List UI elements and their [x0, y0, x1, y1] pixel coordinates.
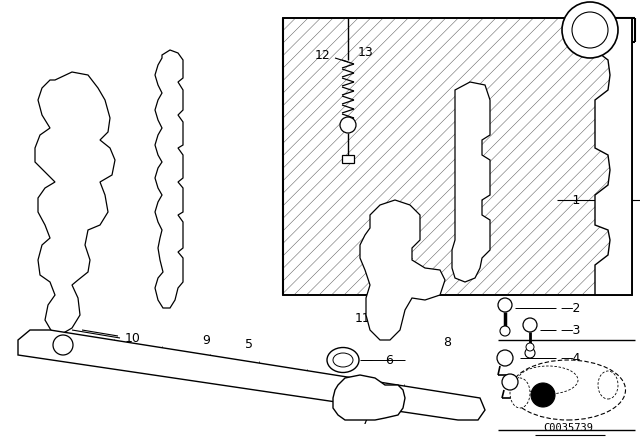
Text: 5: 5 — [245, 339, 253, 352]
Circle shape — [526, 343, 534, 351]
Text: 6: 6 — [385, 353, 393, 366]
Text: —3: —3 — [560, 323, 580, 336]
Text: 7: 7 — [362, 414, 370, 426]
Circle shape — [53, 335, 73, 355]
Polygon shape — [333, 375, 405, 420]
Text: 10: 10 — [125, 332, 141, 345]
Circle shape — [502, 374, 518, 390]
Polygon shape — [595, 18, 632, 295]
Polygon shape — [35, 72, 115, 335]
Polygon shape — [155, 50, 183, 308]
Circle shape — [523, 318, 537, 332]
Circle shape — [497, 350, 513, 366]
Circle shape — [500, 326, 510, 336]
Text: —1: —1 — [560, 194, 580, 207]
Polygon shape — [360, 200, 445, 340]
Circle shape — [498, 298, 512, 312]
Text: 8: 8 — [443, 336, 451, 349]
Text: 9: 9 — [202, 333, 210, 346]
Polygon shape — [452, 82, 490, 282]
Text: 13: 13 — [358, 46, 374, 59]
Text: —4: —4 — [560, 352, 580, 365]
Bar — [342, 155, 354, 163]
Ellipse shape — [518, 366, 578, 394]
Ellipse shape — [510, 378, 530, 408]
Ellipse shape — [333, 353, 353, 367]
Ellipse shape — [327, 348, 359, 372]
Bar — [283, 18, 632, 295]
Circle shape — [340, 117, 356, 133]
Circle shape — [572, 12, 608, 48]
Text: —2: —2 — [560, 302, 580, 314]
Text: C0035739: C0035739 — [543, 423, 593, 433]
Text: —4: —4 — [560, 376, 580, 389]
Polygon shape — [18, 330, 485, 420]
Bar — [283, 18, 632, 295]
Text: 11: 11 — [355, 311, 371, 324]
Circle shape — [562, 2, 618, 58]
Ellipse shape — [511, 360, 625, 420]
Circle shape — [525, 348, 535, 358]
Circle shape — [531, 383, 555, 407]
Text: 12: 12 — [315, 48, 331, 61]
Ellipse shape — [598, 371, 618, 399]
